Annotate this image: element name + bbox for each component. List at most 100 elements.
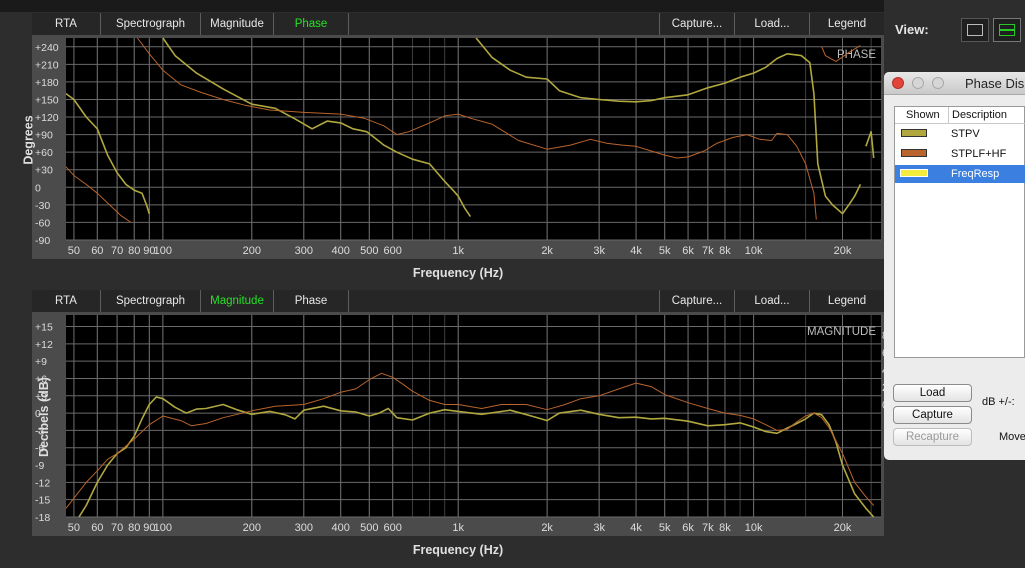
x-tick-label: 100 [154, 245, 172, 257]
magnitude-graph-panel: RTA Spectrograph Magnitude Phase Capture… [32, 290, 884, 557]
phase-tab-bar: RTA Spectrograph Magnitude Phase Capture… [32, 13, 884, 35]
trace-color-swatch[interactable] [901, 129, 927, 137]
series-line [65, 166, 132, 223]
column-shown[interactable]: Shown [906, 109, 940, 121]
single-pane-icon [967, 24, 983, 36]
y-tick-label: +6 [35, 373, 47, 385]
load-tab-button[interactable]: Load... [735, 290, 810, 312]
y-tick-label: +3 [35, 391, 47, 403]
phase-x-axis-label: Frequency (Hz) [412, 266, 504, 280]
x-tick-label: 90 [143, 245, 155, 257]
phase-graph-panel: RTA Spectrograph Magnitude Phase Capture… [22, 13, 884, 280]
x-tick-label: 80 [128, 245, 140, 257]
x-tick-label: 60 [91, 522, 103, 534]
capture-tab-button[interactable]: Capture... [659, 13, 735, 35]
load-button[interactable]: Load [893, 384, 972, 402]
x-tick-label: 300 [295, 522, 313, 534]
x-tick-label: 500 [360, 245, 378, 257]
x-tick-label: 3k [593, 522, 605, 534]
magnitude-y-axis-label: Decibels (dB) [36, 377, 51, 457]
trace-row-stplf-hf[interactable]: STPLF+HF [895, 145, 1025, 163]
y-tick-label: -3 [35, 425, 44, 437]
y-tick-label: -60 [35, 217, 50, 229]
x-tick-label: 60 [91, 245, 103, 257]
x-tick-label: 70 [111, 245, 123, 257]
window-title: Phase Dis [965, 76, 1025, 91]
y-tick-label: 0 [35, 408, 41, 420]
y-tick-label: +120 [35, 112, 59, 124]
magnitude-x-axis-label: Frequency (Hz) [412, 543, 504, 557]
x-tick-label: 70 [111, 522, 123, 534]
y-tick-label: -15 [35, 495, 50, 507]
tab-rta[interactable]: RTA [32, 13, 101, 35]
right-tick-label: 80 [882, 330, 884, 342]
x-tick-label: 90 [143, 522, 155, 534]
column-divider [948, 107, 949, 123]
legend-tab-button[interactable]: Legend [827, 295, 867, 307]
x-tick-label: 5k [659, 522, 671, 534]
tab-phase[interactable]: Phase [274, 290, 349, 312]
capture-tab-button[interactable]: Capture... [659, 290, 735, 312]
view-label: View: [895, 22, 929, 37]
y-tick-label: -12 [35, 477, 50, 489]
x-tick-label: 1k [452, 522, 464, 534]
close-icon[interactable] [892, 77, 904, 89]
trace-list[interactable]: Shown Description STPV STPLF+HF FreqResp [894, 106, 1025, 358]
column-description[interactable]: Description [952, 109, 1008, 121]
y-tick-label: +150 [35, 94, 59, 106]
x-tick-label: 8k [719, 522, 731, 534]
capture-button[interactable]: Capture [893, 406, 972, 424]
minimize-icon[interactable] [912, 77, 924, 89]
y-tick-label: -30 [35, 200, 50, 212]
y-tick-label: +60 [35, 147, 53, 159]
plot-area [66, 38, 881, 240]
x-tick-label: 8k [719, 245, 731, 257]
y-tick-label: +12 [35, 339, 53, 351]
trace-color-swatch[interactable] [901, 170, 927, 176]
x-tick-label: 200 [243, 245, 261, 257]
tab-spectrograph[interactable]: Spectrograph [101, 13, 201, 35]
tab-magnitude[interactable]: Magnitude [201, 13, 274, 35]
series-line [865, 130, 875, 159]
trace-row-stpv[interactable]: STPV [895, 125, 1025, 143]
trace-label: STPV [951, 128, 980, 140]
plot-area [66, 315, 881, 517]
tab-spectrograph[interactable]: Spectrograph [101, 290, 201, 312]
tab-rta[interactable]: RTA [32, 290, 101, 312]
zoom-icon[interactable] [932, 77, 944, 89]
x-tick-label: 1k [452, 245, 464, 257]
trace-row-freqresp[interactable]: FreqResp [895, 165, 1025, 183]
phase-y-axis-label: Degrees [21, 115, 36, 165]
right-tick-label: 40 [882, 365, 884, 377]
y-tick-label: +30 [35, 165, 53, 177]
legend-tab-button[interactable]: Legend [827, 18, 867, 30]
y-tick-label: +90 [35, 130, 53, 142]
y-tick-label: +15 [35, 322, 53, 334]
x-tick-label: 80 [128, 522, 140, 534]
load-tab-button[interactable]: Load... [735, 13, 810, 35]
x-tick-label: 600 [384, 522, 402, 534]
window-titlebar[interactable]: Phase Dis [884, 72, 1025, 95]
series-line [162, 37, 472, 218]
x-tick-label: 4k [630, 522, 642, 534]
y-tick-label: 0 [35, 182, 41, 194]
x-tick-label: 400 [332, 522, 350, 534]
tab-phase[interactable]: Phase [274, 13, 349, 35]
split-pane-icon-lower [999, 30, 1015, 36]
x-tick-label: 20k [834, 245, 852, 257]
series-line [137, 37, 817, 220]
recapture-button[interactable]: Recapture [893, 428, 972, 446]
tab-magnitude[interactable]: Magnitude [201, 290, 274, 312]
series-line [821, 45, 861, 62]
x-tick-label: 6k [682, 245, 694, 257]
trace-color-swatch[interactable] [901, 149, 927, 157]
trace-label: STPLF+HF [951, 148, 1007, 160]
x-tick-label: 600 [384, 245, 402, 257]
y-tick-label: +210 [35, 59, 59, 71]
series-line [65, 372, 875, 509]
split-view-button[interactable] [993, 18, 1021, 42]
single-view-button[interactable] [961, 18, 989, 42]
x-tick-label: 6k [682, 522, 694, 534]
